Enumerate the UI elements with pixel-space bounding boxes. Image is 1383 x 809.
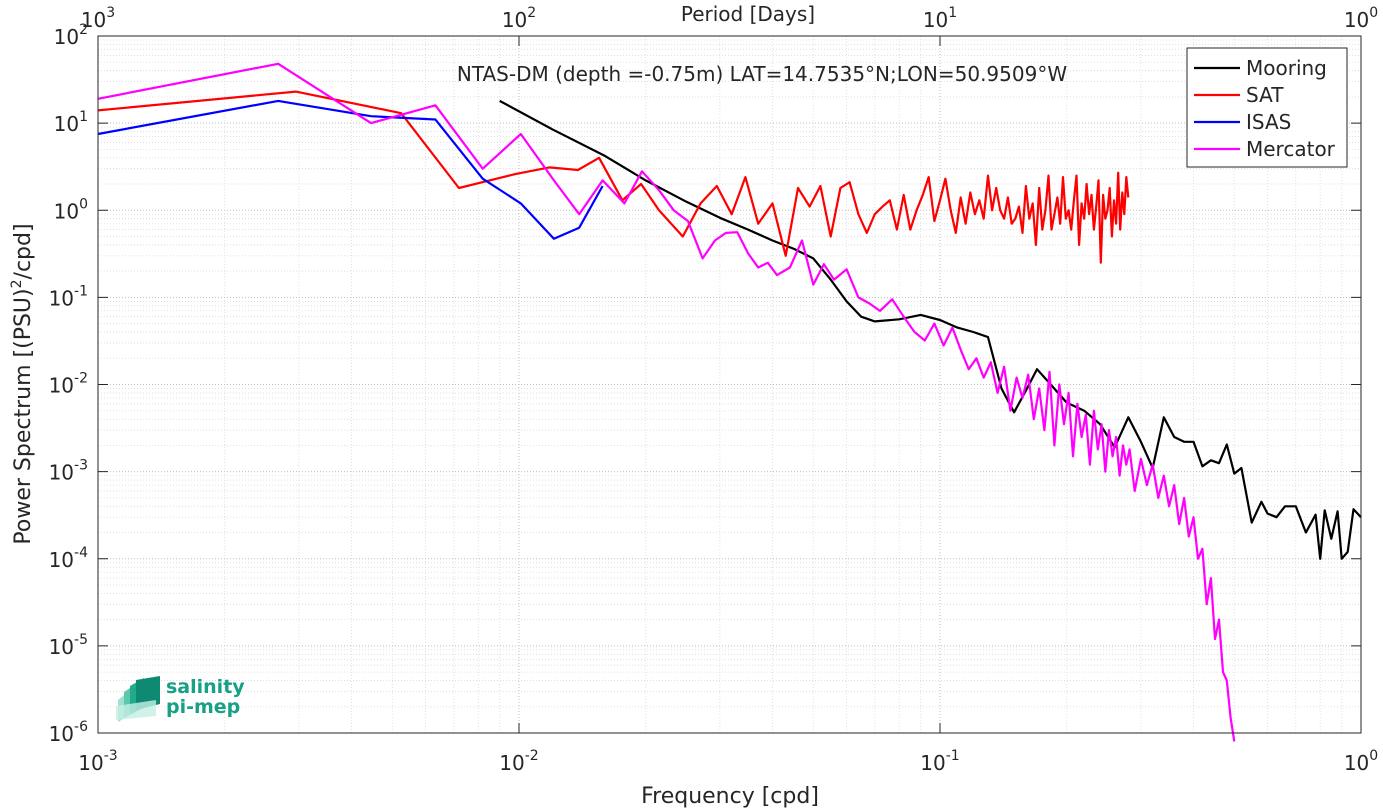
- y-tick-label-exponent: -3: [74, 458, 88, 474]
- y-tick-label-base: 10: [54, 112, 79, 136]
- x-tick-label-base: 10: [1344, 751, 1369, 775]
- series-layer: [97, 62, 1362, 742]
- logo-text-line2: pi-mep: [166, 696, 240, 718]
- y-tick-label-exponent: 0: [79, 196, 88, 212]
- top-tick-label-base: 10: [502, 8, 527, 32]
- top-tick-label-base: 10: [1344, 8, 1369, 32]
- y-tick-label: 100: [54, 196, 88, 223]
- x-tick-label-exponent: -1: [946, 748, 960, 764]
- minor-grid: [98, 36, 1361, 733]
- top-tick-label-exponent: 1: [948, 5, 957, 21]
- top-tick-label: 101: [923, 5, 957, 32]
- top-tick-label-base: 10: [81, 8, 106, 32]
- x-tick-label: 10-2: [499, 748, 538, 775]
- y-tick-label-exponent: -5: [74, 632, 88, 648]
- top-tick-label-exponent: 2: [527, 5, 536, 21]
- y-tick-label-exponent: -6: [74, 719, 88, 735]
- top-tick-label-exponent: 3: [106, 5, 115, 21]
- x-tick-label-base: 10: [920, 751, 945, 775]
- y-tick-label-exponent: -2: [74, 371, 88, 387]
- x-tick-label: 100: [1344, 748, 1378, 775]
- top-tick-label-base: 10: [923, 8, 948, 32]
- x-tick-label: 10-3: [78, 748, 117, 775]
- y-tick-label: 10-2: [49, 371, 88, 398]
- y-tick-label-base: 10: [49, 635, 74, 659]
- x-tick-label-exponent: -2: [525, 748, 539, 764]
- y-tick-label: 10-4: [49, 545, 89, 572]
- x-tick-label-exponent: 0: [1369, 748, 1378, 764]
- legend-label-mooring: Mooring: [1246, 56, 1327, 80]
- top-tick-label: 103: [81, 5, 115, 32]
- y-tick-label: 10-1: [49, 283, 88, 310]
- series-line-sat: [97, 90, 1130, 264]
- y-tick-label-exponent: -1: [74, 283, 88, 299]
- y-tick-label: 101: [54, 109, 88, 136]
- y-tick-label: 10-5: [49, 632, 88, 659]
- logo-mark-icon: [116, 676, 160, 722]
- x-axis-label: Frequency [cpd]: [641, 784, 819, 809]
- y-axis-label-main: Power Spectrum [(PSU): [11, 288, 36, 544]
- y-tick-label-base: 10: [49, 286, 74, 310]
- x-tick-label-base: 10: [78, 751, 103, 775]
- x-tick-label-exponent: -3: [104, 748, 118, 764]
- series-line-mercator: [97, 62, 1236, 742]
- legend-label-mercator: Mercator: [1246, 137, 1336, 161]
- y-tick-label-exponent: -4: [74, 545, 88, 561]
- chart-title: NTAS-DM (depth =-0.75m) LAT=14.7535°N;LO…: [457, 62, 1067, 86]
- axis-ticks: [97, 35, 1362, 734]
- x-tick-label: 10-1: [920, 748, 959, 775]
- y-tick-label-base: 10: [49, 461, 74, 485]
- y-tick-label-base: 10: [49, 374, 74, 398]
- y-axis-label: Power Spectrum [(PSU)2/cpd]: [9, 223, 36, 544]
- y-tick-label-base: 10: [54, 25, 79, 49]
- y-tick-label-exponent: 2: [79, 22, 88, 38]
- legend-label-sat: SAT: [1246, 83, 1284, 107]
- y-tick-label: 10-6: [49, 719, 89, 746]
- legend-label-isas: ISAS: [1246, 110, 1291, 134]
- y-axis-label-tail: /cpd]: [11, 223, 36, 279]
- top-tick-label: 102: [502, 5, 536, 32]
- y-tick-label: 10-3: [49, 458, 88, 485]
- y-tick-label-base: 10: [49, 548, 74, 572]
- y-tick-label: 102: [54, 22, 88, 49]
- y-axis-label-exponent: 2: [9, 279, 25, 288]
- series-line-isas: [97, 99, 604, 240]
- salinity-pi-mep-logo: salinity pi-mep: [116, 676, 245, 722]
- tick-labels: 10-3 10-2 10-1 10010-610-510-410-310-210-11…: [49, 5, 1379, 775]
- y-tick-label-base: 10: [49, 722, 74, 746]
- y-tick-label-base: 10: [54, 199, 79, 223]
- top-axis-label: Period [Days]: [681, 2, 815, 26]
- legend: Mooring SAT ISAS Mercator: [1186, 47, 1348, 168]
- y-tick-label-exponent: 1: [79, 109, 88, 125]
- top-tick-label: 100: [1344, 5, 1378, 32]
- x-tick-label-base: 10: [499, 751, 524, 775]
- top-tick-label-exponent: 0: [1369, 5, 1378, 21]
- logo-text-line1: salinity: [166, 676, 245, 698]
